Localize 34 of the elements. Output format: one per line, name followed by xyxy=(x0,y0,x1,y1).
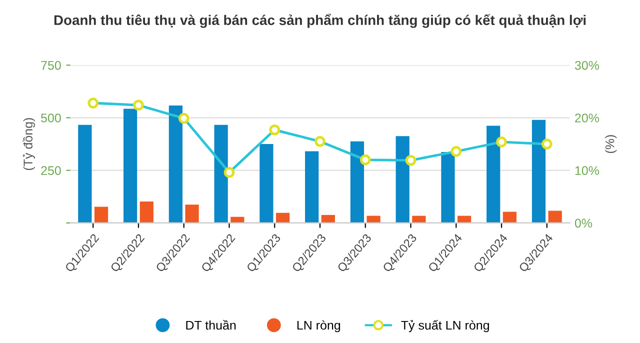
bar xyxy=(260,144,274,223)
y2-tick-label: 20% xyxy=(575,114,600,122)
bar xyxy=(305,151,319,223)
y-tick-label: 500 xyxy=(41,114,61,122)
bar xyxy=(276,212,290,223)
bar xyxy=(548,210,562,223)
bar xyxy=(396,136,410,223)
legend-label: Tỷ suất LN ròng xyxy=(401,320,489,332)
bar xyxy=(168,106,182,223)
y2-tick-label: 0% xyxy=(574,218,592,228)
y-tick-label: 250 xyxy=(41,166,61,176)
bar xyxy=(350,141,364,223)
bar xyxy=(532,120,546,223)
bar xyxy=(78,124,92,223)
bar xyxy=(441,152,455,223)
bar xyxy=(140,201,154,223)
legend-label: LN ròng xyxy=(297,320,340,332)
y2-axis-title: (%) xyxy=(605,135,617,154)
bar xyxy=(486,126,500,223)
bar xyxy=(123,108,138,223)
chart-title: Doanh thu tiêu thụ và giá bán các sản phẩm chính tăng giúp có kết quả thuận lợi xyxy=(54,14,586,28)
bar xyxy=(321,214,335,223)
y-tick-label: 750 xyxy=(41,60,61,70)
bar xyxy=(185,204,199,223)
bar xyxy=(94,206,108,223)
bar xyxy=(412,216,426,223)
y2-tick-label: 10% xyxy=(575,166,600,176)
bar xyxy=(214,124,228,223)
bar xyxy=(458,216,472,223)
bar xyxy=(502,212,517,223)
y2-tick-label: 30% xyxy=(574,60,600,70)
legend-label: DT thuần xyxy=(186,320,236,330)
bar xyxy=(366,216,380,223)
y-axis-title: (Tỷ đồng) xyxy=(22,118,35,170)
